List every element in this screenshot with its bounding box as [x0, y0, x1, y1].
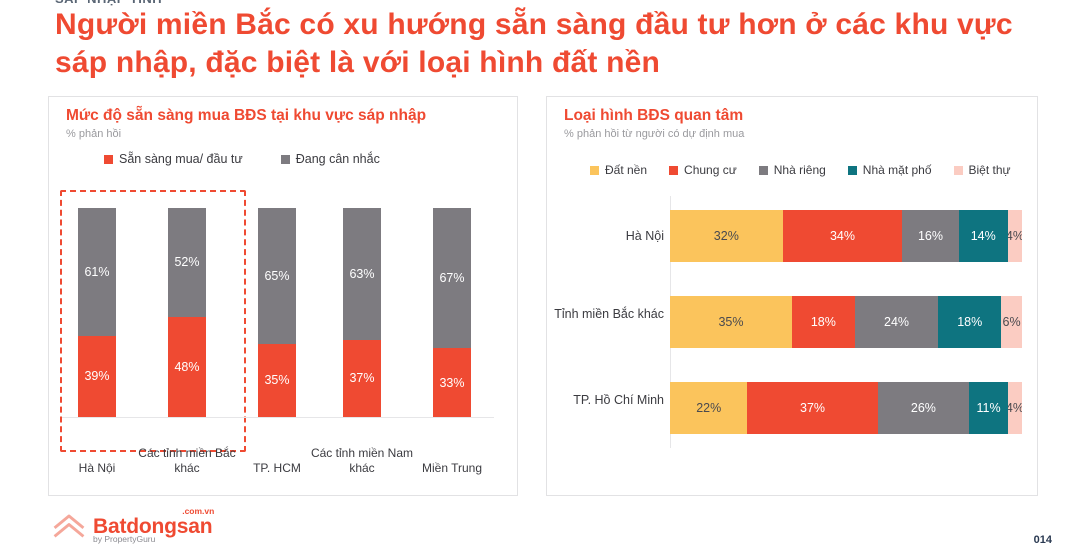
page-number: 014: [1033, 534, 1052, 546]
legend-swatch-icon: [104, 154, 113, 164]
column-segment: 33%: [433, 348, 471, 417]
legend-item-label: Nhà mặt phố: [862, 163, 932, 177]
bar-segment: 35%: [670, 296, 792, 348]
column-segment: 63%: [343, 208, 381, 340]
bar-segment: 18%: [938, 296, 1002, 348]
legend-item-label: Đang cân nhắc: [295, 152, 380, 166]
legend-swatch-icon: [847, 165, 857, 175]
column-segment: 35%: [258, 343, 296, 417]
bar-segment: 18%: [791, 296, 855, 348]
left-panel-title: Mức độ sẵn sàng mua BĐS tại khu vực sáp …: [66, 107, 427, 124]
legend-item[interactable]: Nhà mặt phố: [847, 163, 932, 177]
column-1[interactable]: 61% 39%: [78, 208, 116, 417]
column-2[interactable]: 52% 48%: [168, 208, 206, 417]
column-5[interactable]: 67% 33%: [433, 208, 471, 417]
legend-item-label: Nhà riêng: [773, 163, 826, 177]
slide-eyebrow: SÁP NHẬP TỈNH: [55, 0, 162, 6]
bar-segment: 4%: [1007, 210, 1022, 262]
legend-swatch-icon: [758, 165, 768, 175]
bar-row[interactable]: 35% 18% 24% 18% 6%: [670, 296, 1022, 348]
right-panel-subtitle: % phản hồi từ người có dự định mua: [564, 128, 745, 140]
bar-segment: 32%: [670, 210, 783, 262]
column-label: Hà Nội: [78, 461, 116, 475]
column-segment: 39%: [78, 335, 116, 417]
logo-tld: .com.vn: [182, 506, 215, 516]
right-chart-legend: Đất nền Chung cư Nhà riêng Nhà mặt phố Biệt …: [590, 163, 1011, 177]
logo-word: Batdongsan: [93, 515, 213, 538]
bar-segment: 14%: [958, 210, 1008, 262]
column-3[interactable]: 65% 35%: [258, 208, 296, 417]
column-segment: 48%: [168, 316, 206, 417]
chart-baseline: [62, 417, 494, 418]
bar-segment: 11%: [969, 382, 1008, 434]
bar-segment: 6%: [1001, 296, 1022, 348]
bar-row[interactable]: 32%34%16%14%4%: [670, 210, 1022, 262]
legend-swatch-icon: [590, 165, 599, 175]
page-title: Người miền Bắc có xu hướng sẵn sàng đầu …: [55, 8, 1013, 79]
bar-segment: 37%: [747, 382, 878, 434]
legend-item[interactable]: Đang cân nhắc: [280, 152, 380, 166]
column-label: TP. HCM: [253, 461, 301, 475]
legend-item[interactable]: Nhà riêng: [758, 163, 826, 177]
column-segment: 37%: [343, 339, 381, 417]
legend-item[interactable]: Đất nền: [590, 163, 647, 177]
bar-segment: 16%: [902, 210, 959, 262]
legend-item-label: Chung cư: [684, 163, 737, 177]
legend-item-label: Đất nền: [605, 163, 648, 177]
bar-row[interactable]: 22%37%26%11%4%: [670, 382, 1022, 434]
bar-segment: 34%: [782, 210, 903, 262]
column-segment: 65%: [258, 208, 296, 344]
bar-row-label: Tỉnh miền Bắc khác: [554, 307, 664, 321]
right-panel-title: Loại hình BĐS quan tâm: [564, 107, 744, 124]
legend-item-label: Sẵn sàng mua/ đầu tư: [119, 152, 243, 166]
legend-item[interactable]: Chung cư: [669, 163, 737, 177]
left-stacked-column-chart: 61% 39% Hà Nội 52% 48% Các tỉnh miền Bắc khác…: [48, 190, 518, 480]
column-4[interactable]: 63% 37%: [343, 208, 381, 417]
column-segment: 61%: [78, 208, 116, 336]
bar-segment: 22%: [670, 382, 748, 434]
bar-segment: 4%: [1007, 382, 1022, 434]
legend-swatch-icon: [280, 154, 290, 164]
logo-byline: by PropertyGuru: [93, 534, 156, 544]
bar-row-label: Hà Nội: [625, 229, 664, 243]
legend-item-label: Biệt thự: [968, 163, 1011, 177]
legend-swatch-icon: [669, 165, 679, 175]
column-segment: 52%: [168, 208, 206, 317]
column-label: Các tỉnh miền Nam khác: [310, 446, 414, 475]
bar-row-label: TP. Hồ Chí Minh: [573, 393, 664, 407]
column-label: Các tỉnh miền Bắc khác: [138, 446, 236, 475]
highlight-box: [60, 190, 246, 452]
legend-swatch-icon: [953, 165, 963, 175]
legend-item[interactable]: Sẵn sàng mua/ đầu tư: [104, 152, 243, 166]
bar-segment: 26%: [877, 382, 970, 434]
bar-segment: 24%: [854, 296, 939, 348]
brand-logo: Batdongsan .com.vn by PropertyGuru: [52, 506, 214, 544]
column-label: Miền Trung: [421, 461, 483, 475]
logo-wordmark: Batdongsan .com.vn by PropertyGuru: [93, 506, 214, 544]
legend-item[interactable]: Biệt thự: [953, 163, 1011, 177]
left-chart-legend: Sẵn sàng mua/ đầu tư Đang cân nhắc: [104, 152, 380, 166]
column-segment: 67%: [433, 208, 471, 349]
left-panel-subtitle: % phản hồi: [66, 128, 122, 140]
house-roof-icon: [53, 514, 85, 538]
